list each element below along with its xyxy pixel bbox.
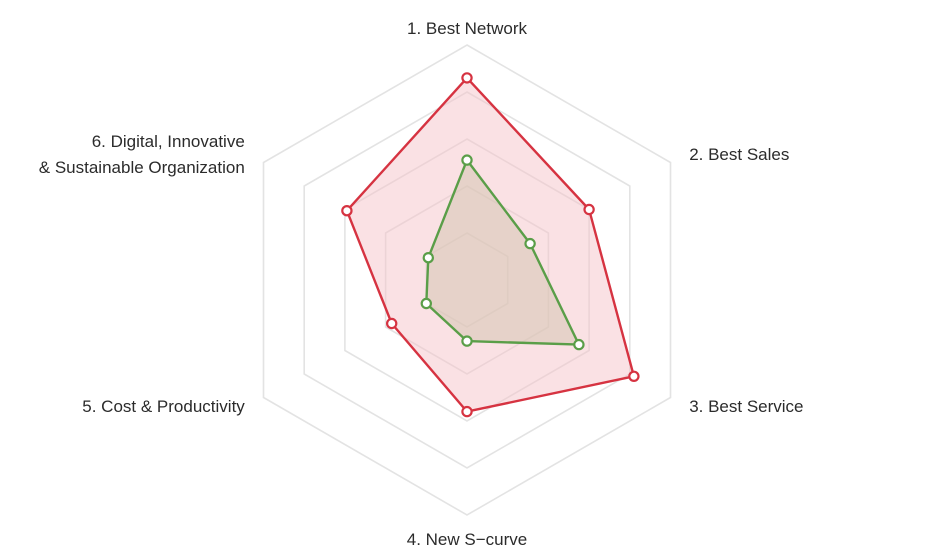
axis-label-6-line-1: 6. Digital, Innovative (92, 132, 245, 151)
series-2-point-5 (420, 297, 432, 310)
series-2-point-3 (573, 338, 585, 351)
series-1-point-4 (461, 405, 473, 418)
series-1-point-5 (386, 317, 398, 330)
series-2-point-2 (524, 237, 536, 250)
axis-label-2-line-1: 2. Best Sales (689, 145, 789, 164)
grid-ring-4 (303, 91, 631, 469)
series-1-point-6 (341, 204, 353, 217)
axis-labels: 1. Best Network 2. Best Sales 3. Best Serv… (39, 19, 804, 549)
series-1-point-1 (461, 72, 473, 84)
axis-label-3: 3. Best Service (689, 397, 803, 416)
series-1-point-3 (628, 370, 640, 382)
grid-ring-5 (262, 44, 672, 516)
series-2-point-1 (461, 154, 473, 166)
series-2-point-4 (461, 335, 473, 347)
axis-label-5: 5. Cost & Productivity (82, 397, 245, 416)
axis-label-4: 4. New S−curve (407, 530, 527, 549)
axis-label-1-line-1: 1. Best Network (407, 19, 527, 38)
axis-label-4-line-1: 4. New S−curve (407, 530, 527, 549)
axis-label-6: 6. Digital, Innovative & Sustainable Orga… (39, 132, 245, 177)
axis-label-1: 1. Best Network (407, 19, 527, 38)
series-1-point-2 (583, 203, 595, 216)
axis-label-6-line-2: & Sustainable Organization (39, 158, 245, 177)
radar-series (341, 72, 640, 418)
axis-label-2: 2. Best Sales (689, 145, 789, 164)
series-2-point-6 (422, 252, 434, 264)
axis-label-5-line-1: 5. Cost & Productivity (82, 397, 245, 416)
axis-label-3-line-1: 3. Best Service (689, 397, 803, 416)
